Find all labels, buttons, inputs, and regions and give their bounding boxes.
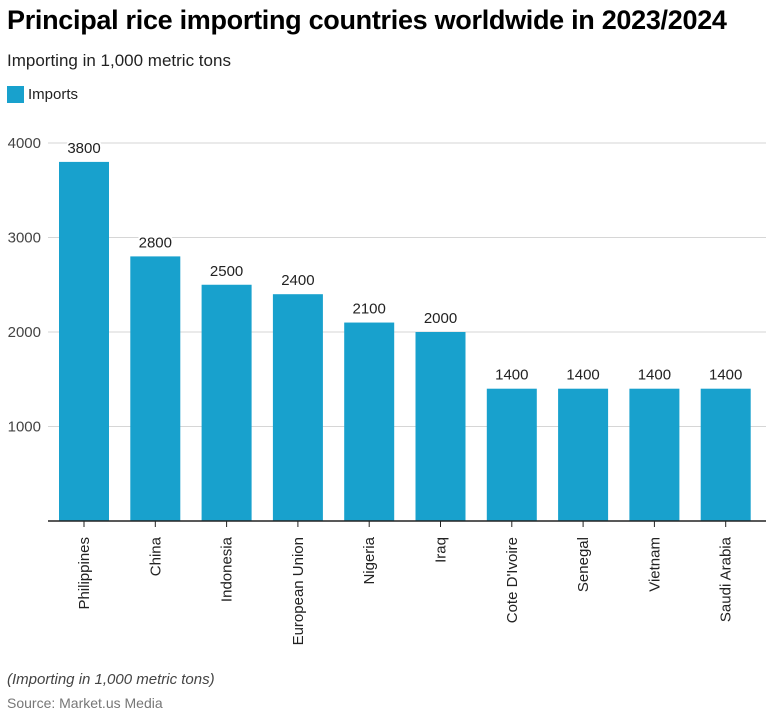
source-credit: Source: Market.us Media — [7, 695, 163, 711]
chart-title: Principal rice importing countries world… — [7, 5, 727, 35]
x-tick-label: Iraq — [433, 537, 450, 563]
y-tick-label: 3000 — [8, 230, 41, 247]
bar — [272, 294, 323, 521]
x-tick-label: Vietnam — [646, 537, 663, 592]
data-label: 3800 — [67, 140, 100, 157]
data-label: 1400 — [638, 367, 671, 384]
x-tick-label: European Union — [290, 537, 307, 645]
data-label: 2000 — [424, 310, 457, 327]
y-tick-label: 2000 — [8, 324, 41, 341]
y-tick-label: 4000 — [8, 135, 41, 152]
data-label: 1400 — [566, 367, 599, 384]
bar — [629, 388, 680, 521]
bar — [59, 161, 109, 521]
bar — [486, 388, 537, 521]
x-tick-label: China — [147, 536, 164, 576]
data-label: 2800 — [139, 234, 172, 251]
bar — [344, 322, 395, 521]
bar — [201, 284, 252, 521]
x-tick-label: Saudi Arabia — [718, 536, 735, 622]
x-tick-label: Indonesia — [219, 536, 236, 602]
data-label: 1400 — [709, 367, 742, 384]
bar — [558, 388, 609, 521]
x-tick-label: Nigeria — [361, 536, 378, 584]
x-tick-label: Philippines — [76, 537, 93, 610]
x-tick-label: Cote D'Ivoire — [504, 537, 521, 623]
bar — [130, 256, 181, 521]
footnote: (Importing in 1,000 metric tons) — [7, 671, 215, 688]
legend: Imports — [7, 86, 78, 103]
chart-subtitle: Importing in 1,000 metric tons — [7, 51, 231, 70]
y-tick-label: 1000 — [8, 419, 41, 436]
data-label: 2500 — [210, 263, 243, 280]
bar — [700, 388, 751, 521]
data-label: 2400 — [281, 272, 314, 289]
bar — [415, 332, 466, 521]
legend-swatch-imports — [7, 86, 24, 103]
legend-label-imports: Imports — [28, 86, 79, 103]
data-label: 1400 — [495, 367, 528, 384]
x-tick-label: Senegal — [575, 537, 592, 592]
data-label: 2100 — [353, 301, 386, 318]
